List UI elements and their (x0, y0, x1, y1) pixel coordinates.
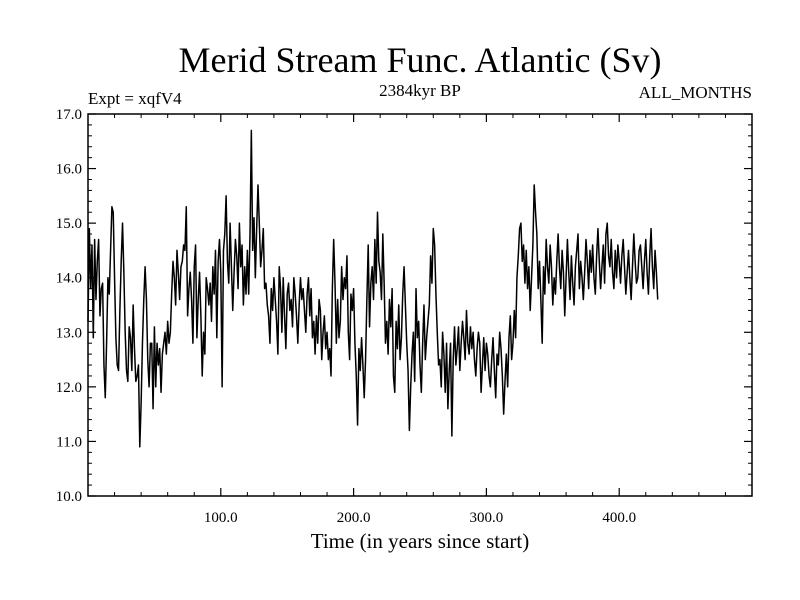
y-tick-label: 10.0 (56, 489, 82, 505)
chart-title: Merid Stream Func. Atlantic (Sv) (179, 40, 662, 80)
x-tick-label: 200.0 (337, 510, 371, 526)
y-tick-label: 15.0 (56, 216, 82, 232)
x-tick-label: 300.0 (470, 510, 504, 526)
experiment-label: Expt = xqfV4 (88, 89, 182, 108)
y-tick-label: 14.0 (56, 271, 82, 287)
y-tick-label: 13.0 (56, 325, 82, 341)
months-label: ALL_MONTHS (639, 83, 752, 102)
y-tick-label: 12.0 (56, 380, 82, 396)
y-tick-label: 16.0 (56, 162, 82, 178)
x-axis: 100.0 200.0 300.0 400.0 (114, 114, 726, 526)
x-tick-label: 100.0 (204, 510, 238, 526)
y-tick-label: 11.0 (56, 434, 82, 450)
period-label: 2384kyr BP (379, 81, 461, 100)
x-tick-label: 400.0 (602, 510, 636, 526)
y-tick-label: 17.0 (56, 107, 82, 123)
data-series-line (87, 129, 659, 448)
y-axis: 10.0 11.0 12.0 13.0 14.0 15.0 16.0 17.0 (56, 107, 752, 505)
x-axis-label: Time (in years since start) (311, 529, 530, 553)
